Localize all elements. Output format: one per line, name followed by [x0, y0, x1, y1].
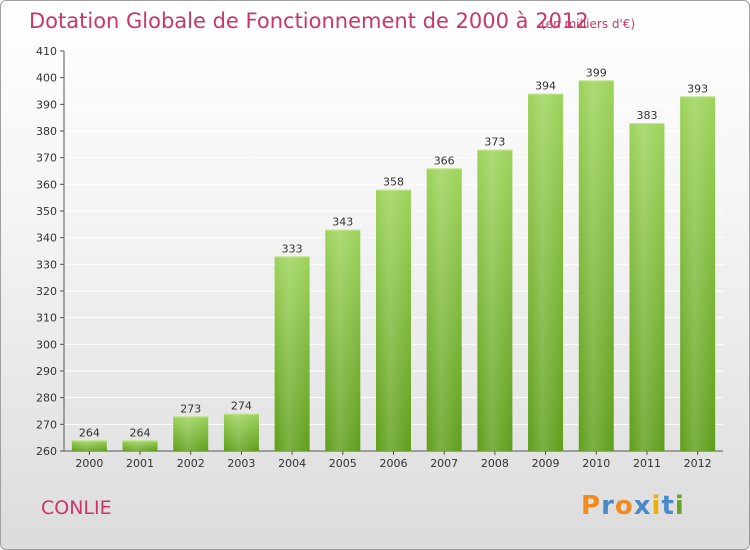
- x-tick-label-2002: 2002: [177, 457, 205, 470]
- brand-logo: Proxiti: [581, 491, 685, 521]
- bar-shine: [426, 168, 462, 452]
- x-tick-label-2009: 2009: [532, 457, 560, 470]
- x-tick-label-2011: 2011: [633, 457, 661, 470]
- value-label-2006: 358: [383, 176, 404, 189]
- bar-shine: [680, 96, 716, 451]
- y-tick-label: 310: [36, 312, 57, 325]
- value-label-2004: 333: [282, 242, 303, 255]
- value-label-2000: 264: [79, 426, 100, 439]
- y-tick-label: 270: [36, 418, 57, 431]
- x-tick-label-2010: 2010: [582, 457, 610, 470]
- chart-title: Dotation Globale de Fonctionnement de 20…: [29, 9, 589, 33]
- brand-letter: i: [651, 491, 662, 521]
- y-tick-label: 400: [36, 72, 57, 85]
- value-label-2002: 273: [180, 402, 201, 415]
- axes: 260 270 280 290 300 310 320 330 340 350 360 370 380 3…: [36, 45, 723, 470]
- y-tick-label: 370: [36, 152, 57, 165]
- brand-letter: o: [614, 491, 634, 521]
- bar-shine: [223, 413, 259, 451]
- brand-letter: i: [674, 491, 685, 521]
- brand-letter: t: [661, 491, 675, 521]
- bar-shine: [528, 93, 564, 452]
- x-tick-label-2012: 2012: [684, 457, 712, 470]
- value-label-2005: 343: [332, 216, 353, 229]
- x-tick-label-2008: 2008: [481, 457, 509, 470]
- bar-shine: [629, 123, 665, 451]
- y-tick-label: 290: [36, 365, 57, 378]
- value-label-2009: 394: [535, 80, 556, 93]
- x-tick-label-2007: 2007: [430, 457, 458, 470]
- brand-letter: x: [633, 491, 652, 521]
- y-tick-label: 280: [36, 392, 57, 405]
- y-tick-label: 330: [36, 258, 57, 271]
- y-tick-label: 300: [36, 338, 57, 351]
- bar-shine: [122, 440, 158, 451]
- value-label-2003: 274: [231, 400, 252, 413]
- value-labels: 264 264 273 274 333 343 358 366 373 394 399 383 393: [79, 66, 708, 439]
- y-tick-label: 320: [36, 285, 57, 298]
- bar-shine: [477, 149, 513, 451]
- value-label-2007: 366: [434, 154, 455, 167]
- bar-shine: [376, 189, 411, 451]
- y-tick-label: 410: [36, 45, 57, 58]
- brand-letter: r: [601, 491, 615, 521]
- x-tick-label-2003: 2003: [227, 457, 255, 470]
- brand-letter: P: [581, 491, 602, 521]
- value-label-2008: 373: [484, 136, 505, 149]
- town-name: CONLIE: [41, 497, 112, 519]
- y-tick-label: 350: [36, 205, 57, 218]
- bar-shine: [71, 440, 107, 451]
- y-tick-label: 390: [36, 98, 57, 111]
- x-tick-label-2000: 2000: [75, 457, 103, 470]
- x-tick-label-2004: 2004: [278, 457, 306, 470]
- value-label-2011: 383: [636, 109, 657, 122]
- y-tick-label: 260: [36, 445, 57, 458]
- bars: [71, 80, 716, 452]
- bar-shine: [325, 229, 361, 451]
- bar-shine: [274, 256, 310, 451]
- y-tick-label: 380: [36, 125, 57, 138]
- value-label-2012: 393: [687, 82, 708, 95]
- bar-shine: [578, 80, 614, 451]
- value-label-2010: 399: [586, 66, 607, 79]
- x-tick-label-2006: 2006: [380, 457, 408, 470]
- x-tick-label-2005: 2005: [329, 457, 357, 470]
- x-tick-label-2001: 2001: [126, 457, 154, 470]
- y-tick-label: 340: [36, 232, 57, 245]
- y-tick-label: 360: [36, 178, 57, 191]
- unit-note: (en milliers d'€): [541, 17, 636, 31]
- bar-shine: [173, 416, 209, 451]
- value-label-2001: 264: [130, 426, 151, 439]
